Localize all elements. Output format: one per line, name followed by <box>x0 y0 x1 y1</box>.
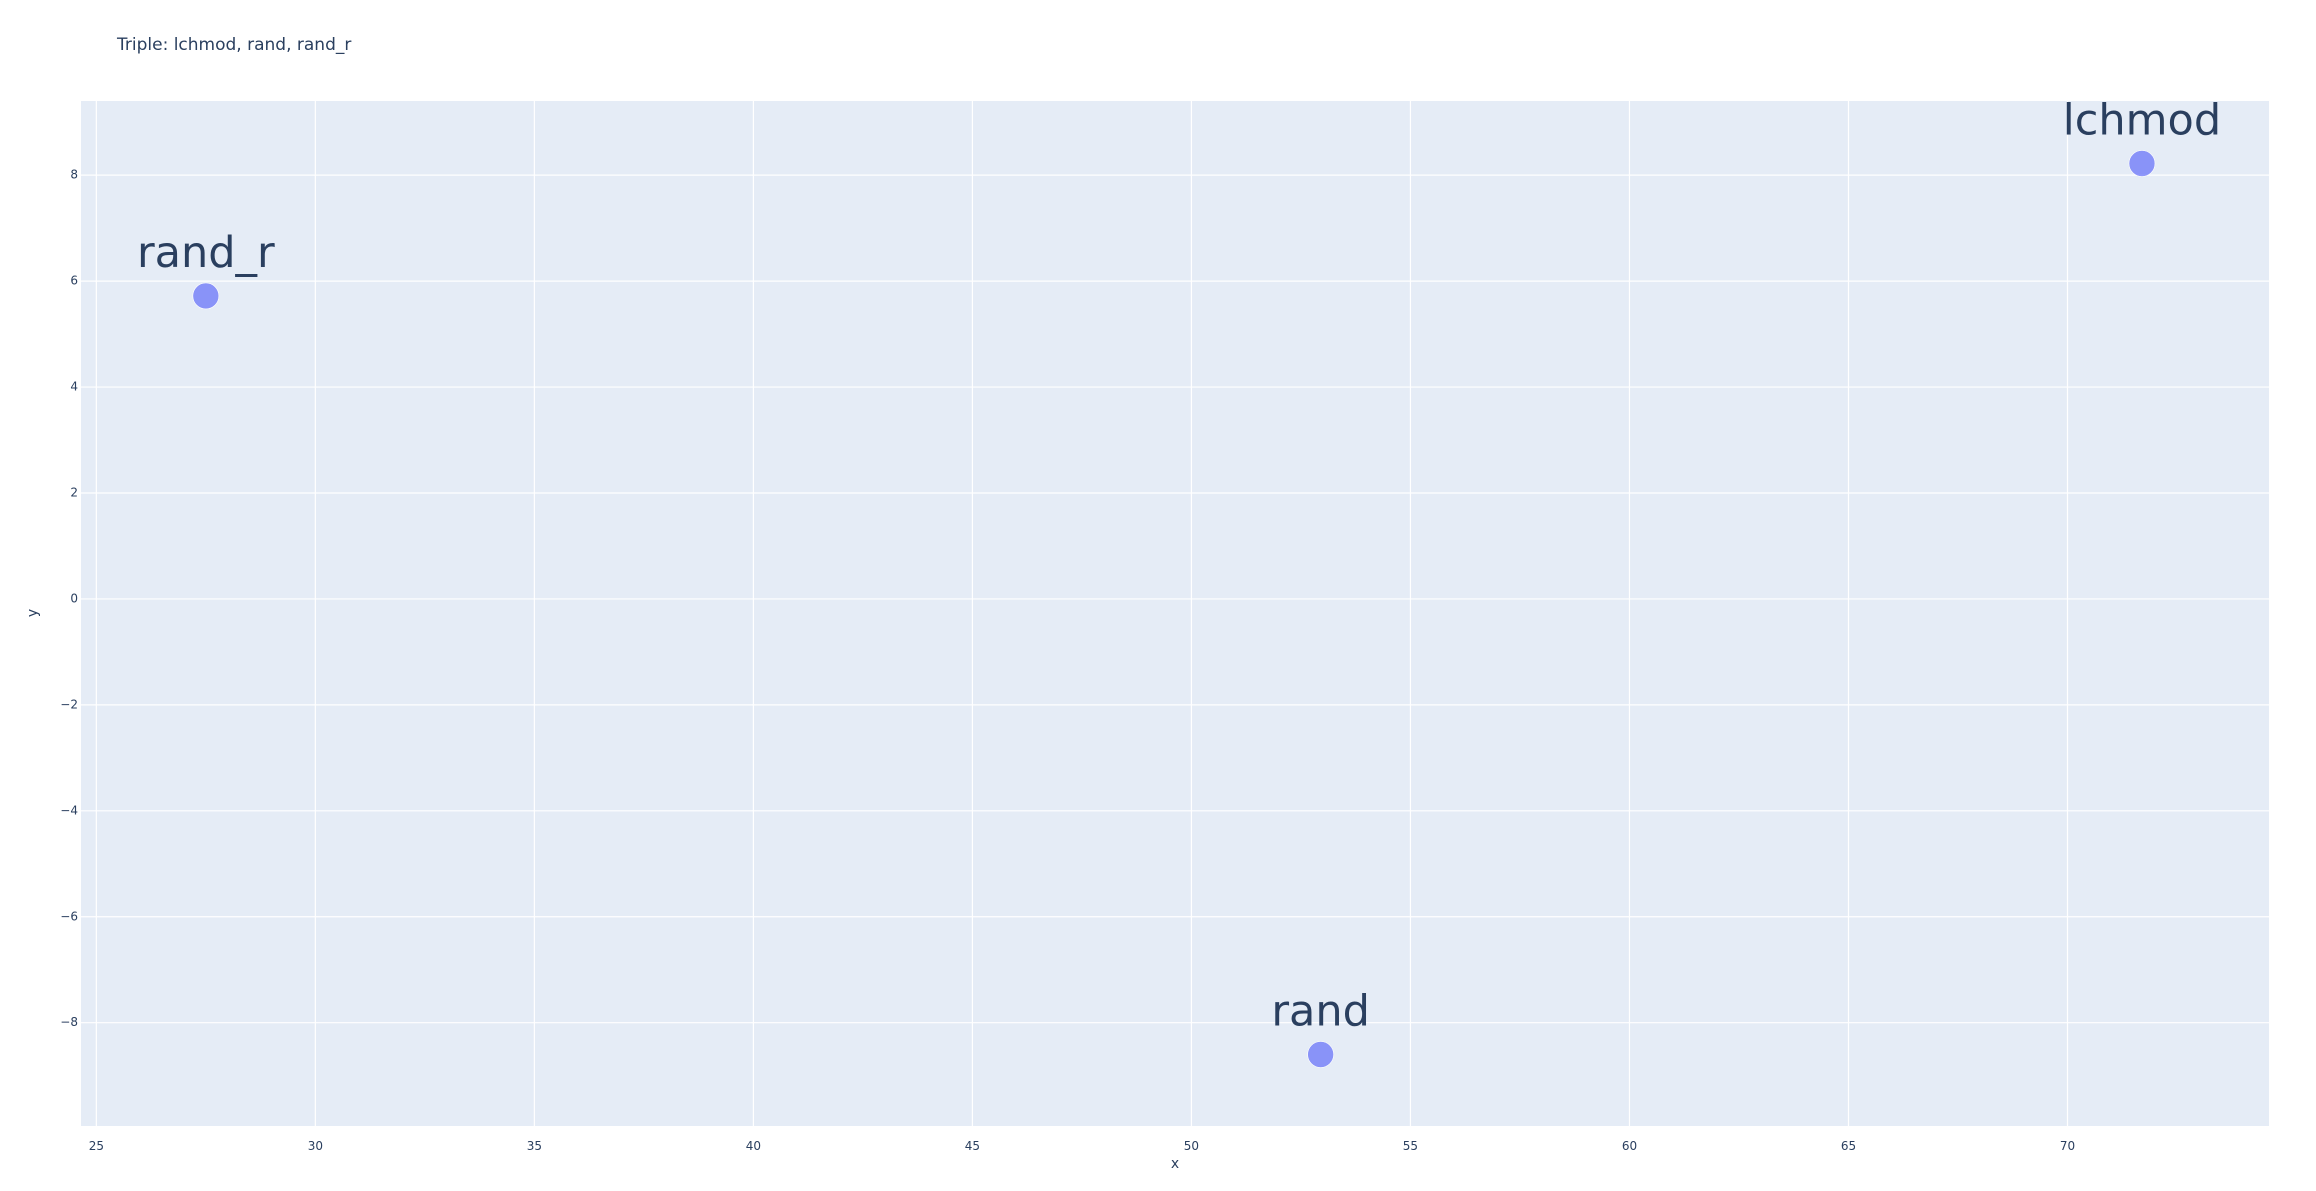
data-label-lchmod: lchmod <box>2063 96 2221 146</box>
y-tick-label: 8 <box>70 168 78 182</box>
x-tick-label: 55 <box>1403 1139 1418 1153</box>
x-tick-label: 45 <box>965 1139 980 1153</box>
x-tick-label: 25 <box>89 1139 104 1153</box>
y-tick-label: 0 <box>70 591 78 605</box>
data-label-rand-r: rand_r <box>137 228 275 278</box>
data-point-rand <box>1307 1041 1334 1068</box>
tick-labels: 25 30 35 40 45 50 55 60 65 70 8 6 4 2 0 −2 −4 −6 −8 <box>60 168 2075 1153</box>
plot-area <box>81 101 2269 1126</box>
x-tick-label: 60 <box>1622 1139 1637 1153</box>
x-axis-title: x <box>1171 1156 1179 1172</box>
data-point-lchmod <box>2128 150 2156 177</box>
y-tick-label: 6 <box>70 274 78 288</box>
y-tick-label: −6 <box>60 909 78 923</box>
data-label-rand: rand <box>1271 986 1370 1036</box>
x-tick-label: 30 <box>308 1139 323 1153</box>
data-points: lchmod rand rand_r <box>137 96 2221 1068</box>
y-axis-title: y <box>25 609 41 617</box>
y-tick-label: −2 <box>60 697 78 711</box>
x-tick-label: 65 <box>1841 1139 1856 1153</box>
y-tick-label: −4 <box>60 803 78 817</box>
x-tick-label: 40 <box>746 1139 761 1153</box>
x-tick-label: 50 <box>1184 1139 1199 1153</box>
gridlines <box>81 101 2269 1126</box>
y-tick-label: −8 <box>60 1015 78 1029</box>
y-tick-label: 2 <box>70 485 78 499</box>
y-tick-label: 4 <box>70 380 78 394</box>
chart-title: Triple: lchmod, rand, rand_r <box>116 35 351 55</box>
x-tick-label: 70 <box>2060 1139 2075 1153</box>
x-tick-label: 35 <box>527 1139 542 1153</box>
data-point-rand-r <box>192 282 220 310</box>
